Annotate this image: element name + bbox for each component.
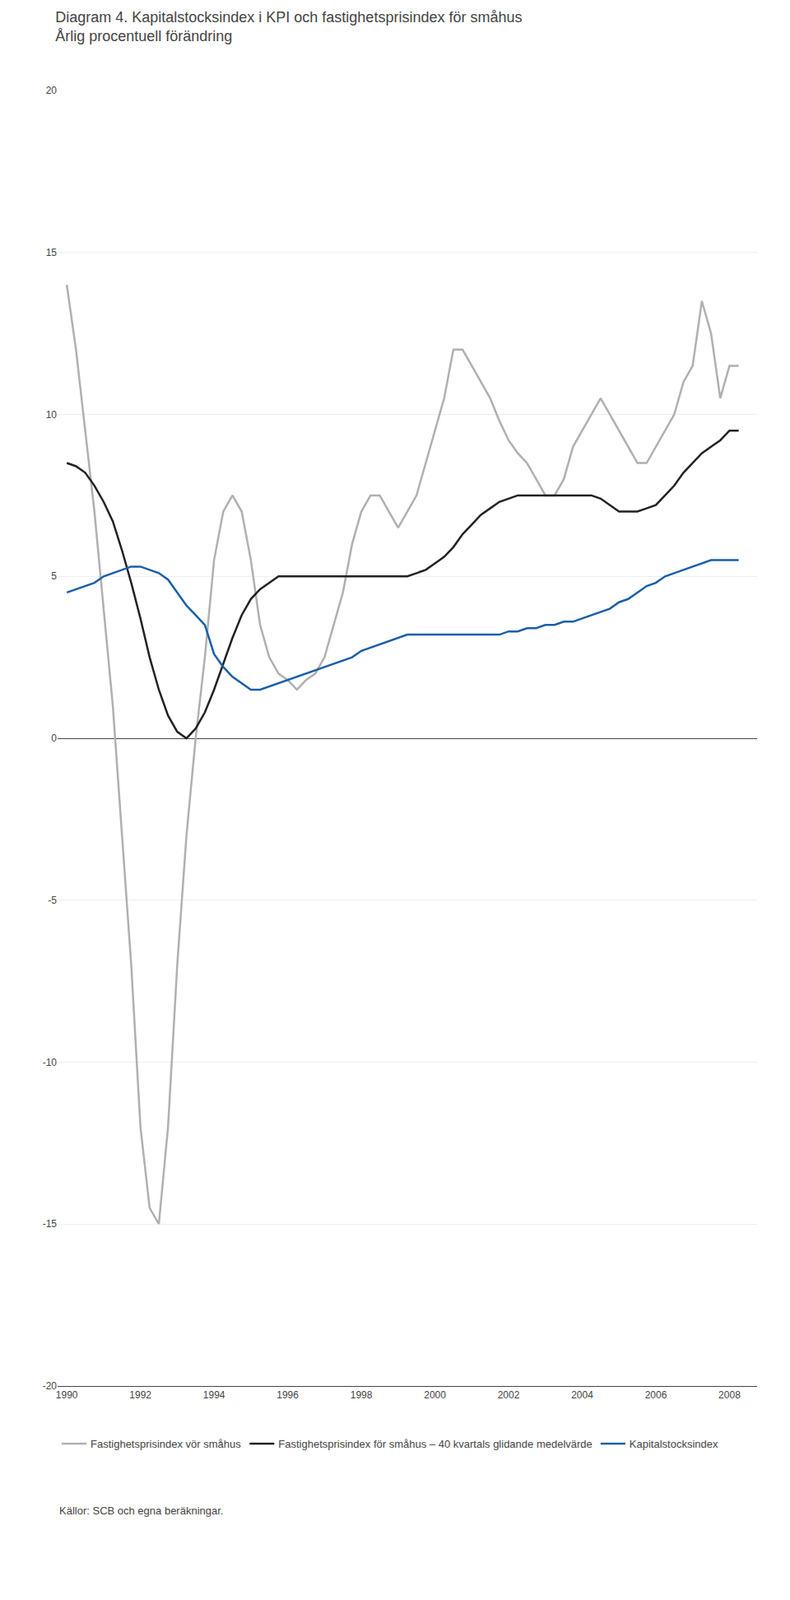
svg-text:Kapitalstocksindex: Kapitalstocksindex bbox=[629, 1437, 719, 1450]
svg-text:2008: 2008 bbox=[718, 1389, 741, 1401]
svg-text:Fastighetsprisindex för småhus: Fastighetsprisindex för småhus – 40 kvar… bbox=[278, 1437, 593, 1450]
svg-text:-10: -10 bbox=[42, 1056, 58, 1069]
svg-text:1996: 1996 bbox=[276, 1389, 299, 1401]
svg-text:1990: 1990 bbox=[55, 1389, 79, 1401]
svg-text:2006: 2006 bbox=[645, 1389, 668, 1401]
svg-text:Diagram 4. Kapitalstocksindex: Diagram 4. Kapitalstocksindex i KPI och … bbox=[55, 9, 522, 45]
svg-text:5: 5 bbox=[51, 570, 57, 582]
svg-text:2004: 2004 bbox=[571, 1389, 594, 1401]
svg-text:1992: 1992 bbox=[129, 1389, 152, 1401]
svg-text:-15: -15 bbox=[42, 1217, 58, 1230]
svg-text:20: 20 bbox=[46, 84, 58, 97]
svg-text:0: 0 bbox=[51, 732, 57, 744]
svg-text:-5: -5 bbox=[47, 894, 57, 907]
svg-text:2002: 2002 bbox=[497, 1389, 521, 1401]
svg-text:15: 15 bbox=[46, 246, 58, 259]
svg-text:1998: 1998 bbox=[350, 1389, 373, 1401]
svg-text:Källor: SCB och egna beräkning: Källor: SCB och egna beräkningar. bbox=[59, 1504, 224, 1517]
svg-text:1994: 1994 bbox=[203, 1389, 226, 1401]
svg-text:2000: 2000 bbox=[423, 1389, 447, 1401]
svg-text:Fastighetsprisindex vör småhus: Fastighetsprisindex vör småhus bbox=[90, 1437, 242, 1450]
svg-text:10: 10 bbox=[46, 408, 58, 421]
svg-text:-20: -20 bbox=[42, 1380, 58, 1392]
